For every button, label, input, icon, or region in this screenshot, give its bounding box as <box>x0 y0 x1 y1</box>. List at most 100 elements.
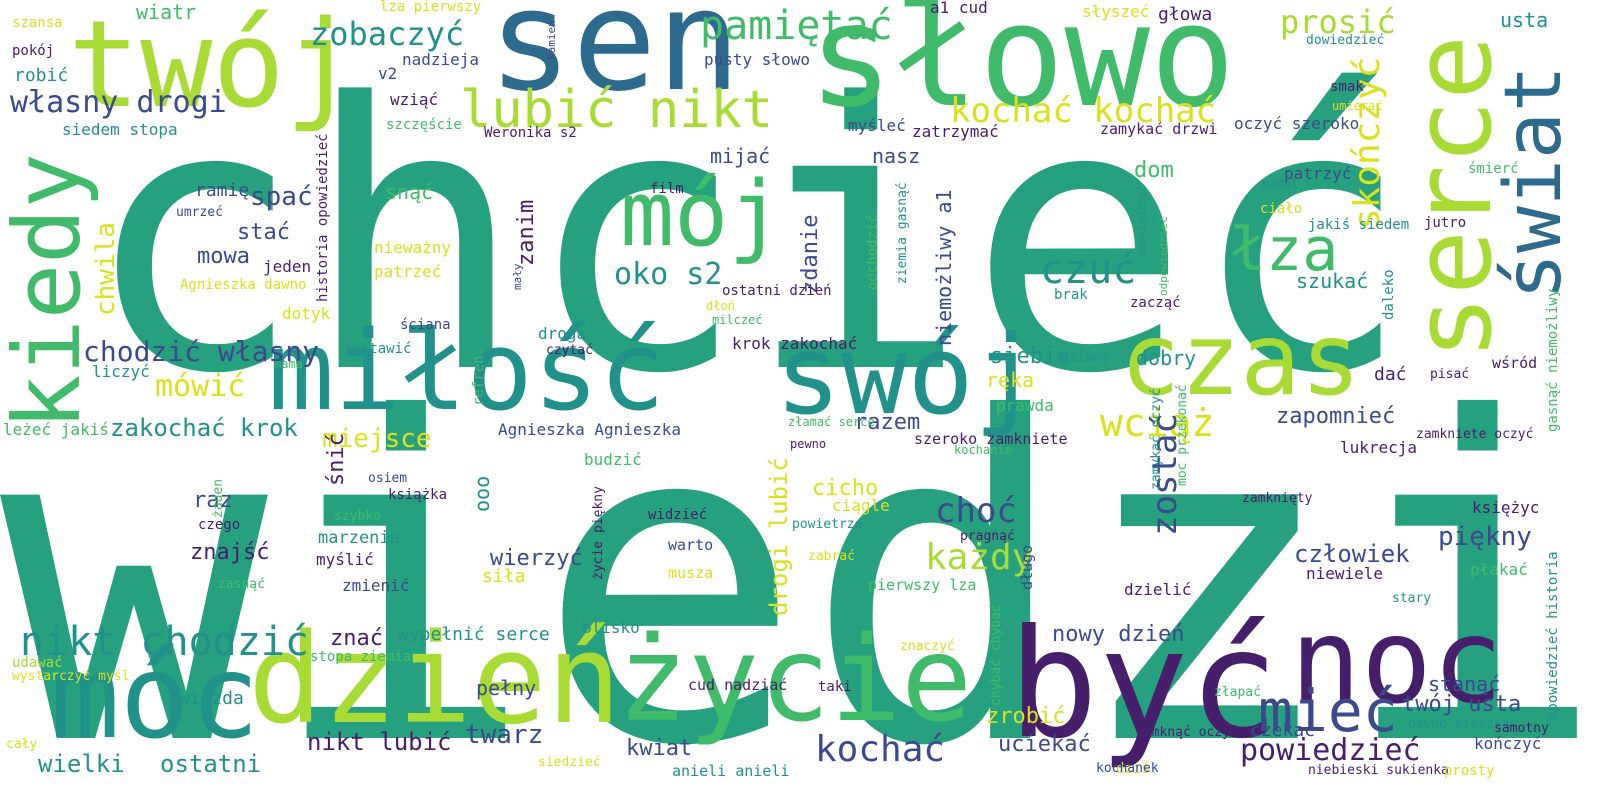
word: nikt lubić <box>307 728 452 756</box>
word: dawno mieszkać <box>1408 717 1518 732</box>
word: dziś <box>1116 761 1150 777</box>
word: kończyć <box>1474 734 1542 753</box>
word: mówić <box>155 369 246 404</box>
word: razem <box>854 410 921 435</box>
word: jakiś siedem <box>1308 217 1410 233</box>
word: wiatr <box>136 0 197 24</box>
word: kochać <box>815 729 946 770</box>
word: wielki <box>38 750 125 778</box>
word: kamień <box>545 20 558 60</box>
word: dzień <box>248 608 622 752</box>
word: opowiedzieć historia <box>1545 551 1561 720</box>
word: powiedzieć <box>1240 733 1421 768</box>
word: twój usta <box>1402 692 1522 717</box>
word: usta <box>1500 8 1549 32</box>
word: stopa ziemia <box>310 649 412 665</box>
word: niewiele <box>1306 564 1384 583</box>
word: dzielić <box>1124 580 1192 599</box>
word: zamykać oczyć <box>1149 388 1164 490</box>
word: zostawić <box>344 341 412 357</box>
word: zamkniete oczyć <box>1416 427 1534 442</box>
word: ręka <box>986 368 1035 392</box>
word: twój <box>68 0 357 135</box>
word: robić <box>14 65 69 86</box>
word: nasz <box>872 144 921 168</box>
word: oczyć szeroko <box>1234 114 1360 133</box>
word: zatrzymać <box>912 122 999 141</box>
word: zakochać krok <box>110 414 298 442</box>
word: blisko <box>582 618 640 637</box>
word: pragnąć <box>960 529 1015 544</box>
word: czekać <box>1250 720 1316 741</box>
word: chcieć <box>82 25 1412 454</box>
word: człowiek <box>1294 540 1410 568</box>
word: mój <box>620 162 783 267</box>
word: mały <box>511 263 524 291</box>
word: raz <box>193 488 233 513</box>
word: niebieski sukienka <box>1308 763 1449 778</box>
word: budzić <box>584 450 642 469</box>
word: uciekać <box>998 732 1091 757</box>
word: refren <box>471 355 487 406</box>
word: wziąć <box>390 90 439 109</box>
word: mowa <box>197 244 250 269</box>
word: dać <box>1374 364 1407 385</box>
word: miłość <box>268 307 666 435</box>
word: jutro <box>1424 215 1467 231</box>
word: słyszeć <box>1082 2 1150 21</box>
word: zamykać drzwi <box>1100 120 1218 138</box>
word: pamiętać <box>700 3 893 49</box>
word: zamknąć oczyć <box>1136 725 1238 740</box>
word: smak <box>1330 79 1364 95</box>
word: warto <box>668 536 714 554</box>
word: moc przekonać <box>1175 384 1190 486</box>
word: zobaczyć <box>310 15 465 53</box>
word: daleko <box>1381 269 1397 320</box>
word: pierwszy lza <box>868 576 977 594</box>
word: krok zakochać <box>732 334 858 353</box>
word: znajść <box>190 540 270 565</box>
word: czego <box>198 517 241 533</box>
word: księżyc <box>1472 498 1540 517</box>
word: umierać <box>1332 99 1383 113</box>
word: umrzeć <box>176 205 223 220</box>
word: życie piękny <box>591 486 606 580</box>
word: leżeć jakiś <box>3 420 109 439</box>
word: odchodzić <box>865 214 881 290</box>
word: ziemia gasnąć <box>895 182 910 284</box>
word: zacząć <box>1130 295 1181 311</box>
word: noc <box>1290 592 1504 730</box>
word: v2 <box>378 64 398 83</box>
word: anieli anieli <box>672 762 790 780</box>
word: myśleć <box>848 116 906 135</box>
word: siedzieć <box>538 755 601 770</box>
word: odpowiedzieć <box>1157 216 1170 296</box>
word: gwiazda <box>168 688 244 709</box>
word: prosić <box>1280 3 1396 41</box>
word: widzieć <box>648 507 708 523</box>
word: dziwny <box>1060 349 1111 365</box>
word: móc <box>50 630 260 765</box>
word: oko s2 <box>614 257 723 292</box>
word: dowiedzieć <box>1306 33 1385 48</box>
word: prosty <box>1444 763 1495 779</box>
word: swój <box>775 311 1040 439</box>
word: kochanie <box>954 443 1012 457</box>
word: Agnieszka dawno <box>180 277 307 293</box>
word: nadzieja <box>402 50 480 69</box>
word: liczyć <box>92 362 150 381</box>
word: niemożliwy a1 <box>932 189 956 346</box>
word: książka <box>388 487 448 503</box>
word: chwila <box>91 222 121 316</box>
word: spać <box>250 182 313 212</box>
word: pewno <box>790 437 827 451</box>
word: dobry <box>1136 346 1197 370</box>
word: żaden <box>211 478 226 518</box>
word: chodzić własny <box>83 335 320 368</box>
word: wypełnić serce <box>398 624 550 645</box>
word: kwiat <box>626 736 693 761</box>
word: prawda <box>996 396 1054 415</box>
word: płakać <box>1470 560 1528 579</box>
word: jeden <box>263 257 312 276</box>
